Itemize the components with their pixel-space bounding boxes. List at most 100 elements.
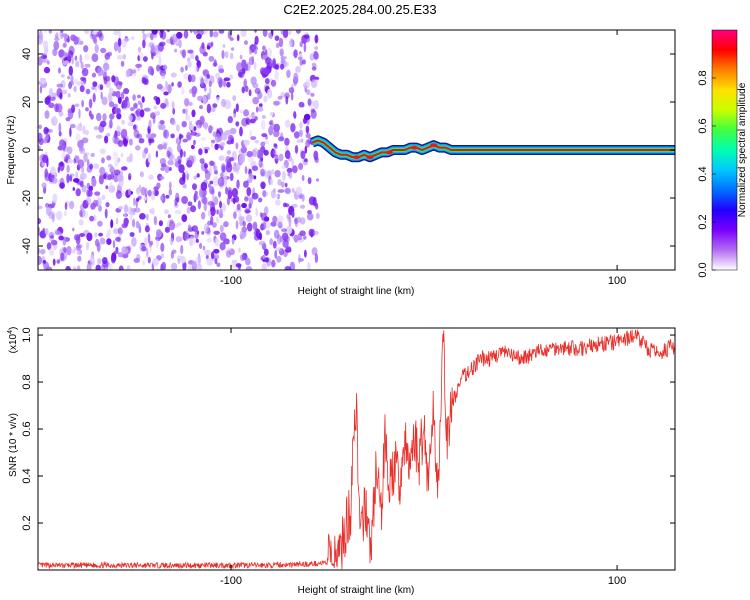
- noise-blob: [233, 162, 237, 167]
- noise-blob: [253, 61, 257, 70]
- noise-blob: [112, 151, 119, 160]
- noise-blob: [121, 166, 128, 171]
- noise-blob: [139, 171, 144, 178]
- noise-blob: [106, 132, 111, 137]
- noise-blob: [76, 81, 83, 86]
- noise-blob: [240, 146, 247, 154]
- noise-blob: [227, 116, 233, 124]
- noise-blob: [288, 30, 292, 36]
- noise-blob: [263, 248, 269, 256]
- noise-blob: [143, 196, 147, 201]
- noise-blob: [199, 242, 203, 249]
- noise-blob: [182, 171, 186, 182]
- noise-blob: [163, 91, 169, 96]
- noise-blob: [213, 248, 220, 254]
- noise-blob: [97, 66, 103, 77]
- noise-blob: [177, 81, 182, 88]
- noise-blob: [83, 45, 89, 53]
- noise-blob: [240, 30, 247, 37]
- colorbar-label: Normalized spectral amplitude: [737, 82, 748, 217]
- colorbar: 0.0 0.2 0.4 0.6 0.8 Normalized spectral ampl…: [697, 29, 748, 278]
- noise-blob: [313, 99, 319, 110]
- noise-blob: [153, 215, 158, 226]
- noise-blob: [217, 64, 224, 74]
- noise-blob: [263, 149, 269, 156]
- noise-blob: [273, 188, 276, 193]
- noise-blob: [266, 170, 272, 179]
- noise-blob: [294, 145, 299, 154]
- noise-blob: [210, 215, 214, 226]
- noise-blob: [91, 53, 99, 63]
- y-tick-label: -40: [21, 238, 33, 254]
- noise-blob: [212, 176, 220, 187]
- noise-blob: [235, 103, 239, 113]
- noise-blob: [75, 125, 82, 130]
- noise-blob: [58, 235, 64, 241]
- noise-blob: [311, 66, 317, 71]
- signal-track-core: [311, 139, 675, 159]
- noise-blob: [77, 159, 85, 169]
- noise-blob: [272, 240, 277, 249]
- noise-blob: [284, 150, 291, 160]
- noise-blob: [209, 180, 214, 185]
- noise-blob: [246, 187, 252, 197]
- noise-blob: [241, 226, 248, 233]
- noise-blob: [58, 122, 62, 133]
- noise-blob: [72, 227, 75, 232]
- noise-blob: [121, 190, 125, 198]
- noise-blob: [254, 116, 258, 121]
- noise-blob: [149, 240, 154, 246]
- noise-blob: [224, 240, 230, 245]
- noise-blob: [118, 206, 123, 210]
- noise-blob: [75, 133, 81, 142]
- noise-blob: [191, 144, 195, 150]
- noise-blob: [144, 187, 148, 196]
- noise-blob: [80, 61, 84, 70]
- noise-blob: [218, 30, 225, 34]
- noise-blob: [123, 37, 130, 42]
- noise-blob: [244, 207, 251, 214]
- noise-blob: [240, 109, 243, 114]
- noise-blob: [59, 161, 64, 167]
- noise-blob: [200, 137, 206, 141]
- noise-blob: [63, 60, 70, 66]
- noise-blob: [208, 55, 215, 62]
- noise-blob: [255, 106, 259, 113]
- noise-blob: [232, 197, 236, 205]
- noise-blob: [204, 148, 208, 154]
- snr-multiplier-prefix: (x10: [8, 333, 19, 353]
- noise-blob: [42, 260, 47, 264]
- noise-blob: [132, 94, 136, 101]
- noise-blob: [314, 34, 319, 44]
- noise-blob: [160, 102, 167, 109]
- noise-blob: [167, 30, 170, 33]
- noise-blob: [73, 158, 76, 164]
- noise-blob: [92, 81, 98, 87]
- noise-blob: [75, 188, 81, 197]
- noise-blob: [52, 48, 58, 57]
- noise-blob: [136, 197, 140, 202]
- noise-blob: [118, 252, 123, 258]
- noise-blob: [181, 86, 185, 96]
- noise-blob: [250, 76, 257, 85]
- noise-blob: [245, 266, 253, 270]
- noise-blob: [169, 181, 172, 190]
- noise-blob: [195, 120, 202, 127]
- noise-blob: [298, 162, 304, 170]
- noise-blob: [123, 217, 129, 226]
- noise-blob: [225, 186, 228, 195]
- noise-blob: [267, 47, 272, 58]
- noise-blob: [296, 139, 302, 144]
- noise-blob: [269, 33, 273, 40]
- noise-blob: [274, 154, 279, 165]
- noise-blob: [309, 53, 315, 61]
- noise-blob: [128, 210, 134, 220]
- noise-blob: [50, 239, 58, 246]
- noise-blob: [150, 32, 154, 41]
- noise-blob: [48, 102, 55, 109]
- noise-blob: [253, 175, 257, 180]
- noise-blob: [278, 37, 284, 48]
- noise-blob: [98, 232, 103, 237]
- noise-blob: [223, 79, 226, 88]
